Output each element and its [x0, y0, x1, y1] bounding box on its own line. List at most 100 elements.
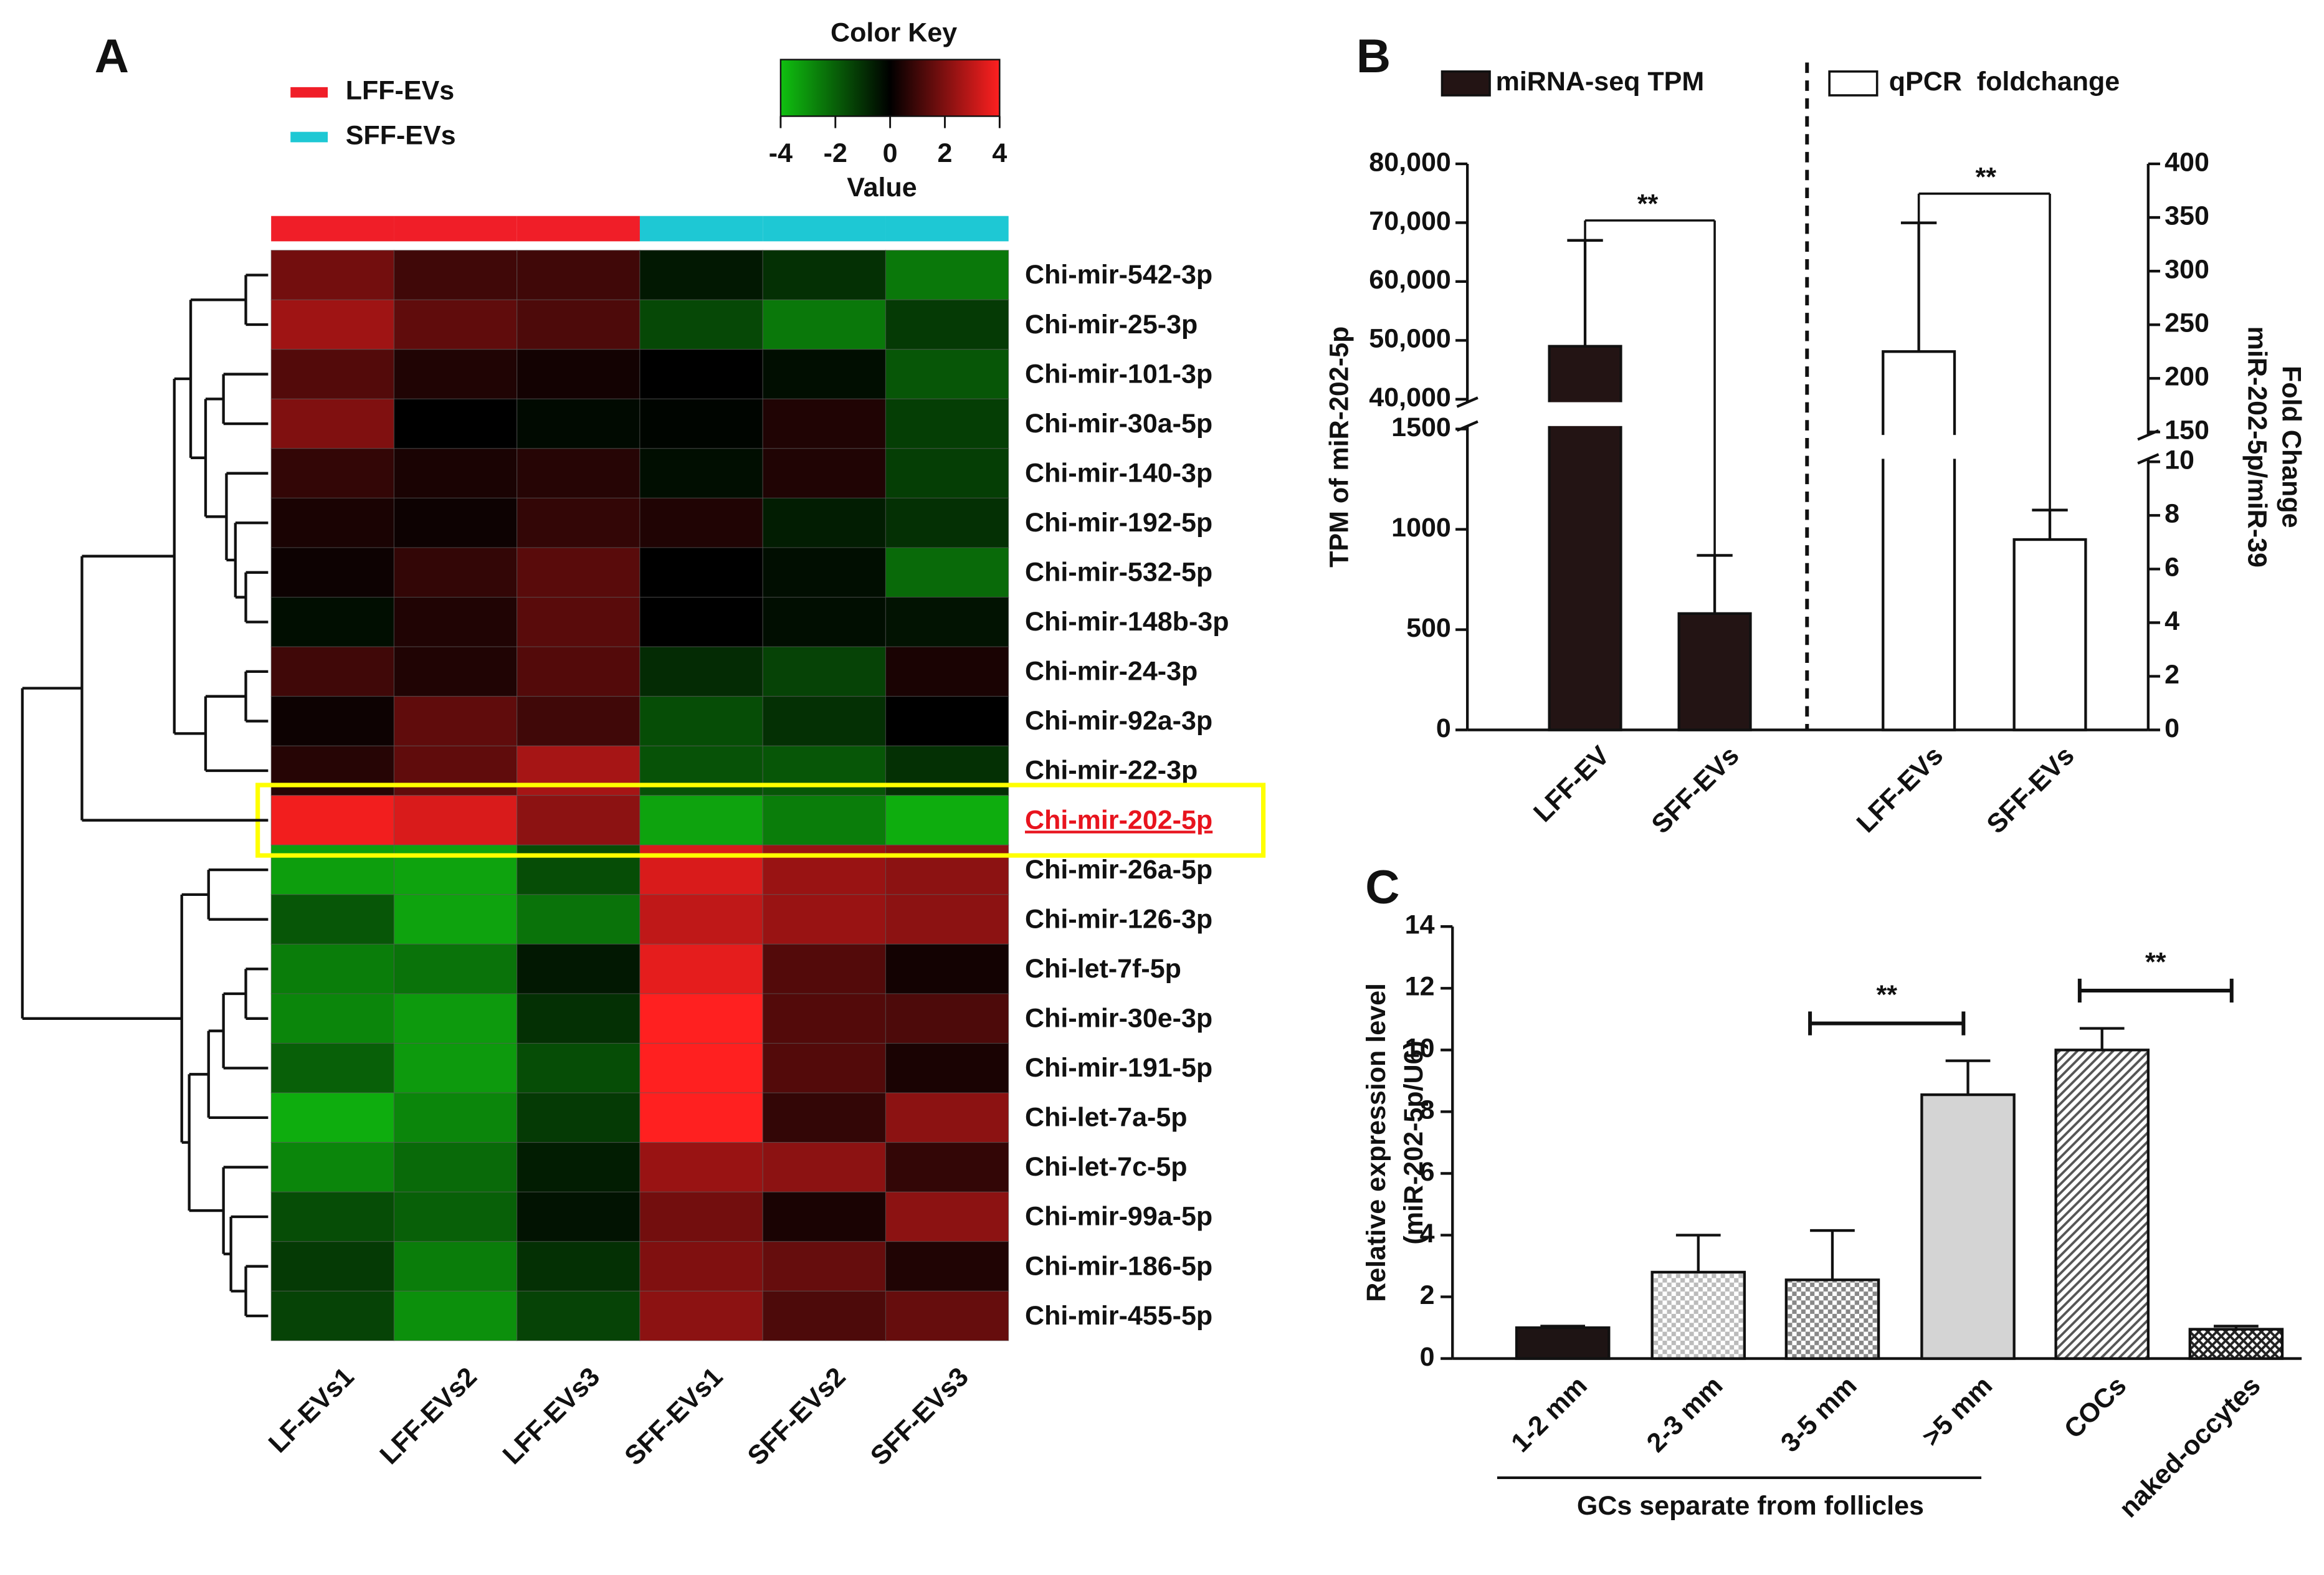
row-label: Chi-mir-140-3p [1025, 458, 1212, 488]
heatmap-cell [517, 696, 641, 746]
colorbar-tick-label: 0 [883, 138, 898, 168]
heatmap-cell [270, 696, 395, 746]
heatmap-cell [885, 299, 1009, 350]
heatmap-cell [270, 1042, 395, 1093]
y-tick-label: 8 [1420, 1095, 1435, 1125]
heatmap-cell [270, 596, 395, 647]
column-group-bar [517, 216, 640, 242]
row-label: Chi-mir-455-5p [1025, 1301, 1212, 1331]
heatmap-cell [270, 1191, 395, 1242]
axis-break [1456, 396, 1479, 408]
bar [1677, 612, 1752, 731]
row-label: Chi-mir-202-5p [1025, 805, 1212, 835]
heatmap-cell [762, 795, 887, 845]
heatmap-cell [762, 547, 887, 598]
heatmap-cell [270, 497, 395, 548]
y-tick-label: 2 [1420, 1280, 1435, 1310]
column-group-bar [639, 216, 763, 242]
x-tick-label: LFF-EVs [1851, 741, 1949, 839]
y-tick-label: 0 [1436, 713, 1451, 743]
heatmap-cell [517, 1092, 641, 1143]
heatmap-cell [393, 1290, 518, 1341]
colorbar-label: Value [847, 173, 917, 202]
heatmap-cell [885, 696, 1009, 746]
heatmap-cell [393, 1092, 518, 1143]
y2-tick-label: 0 [2164, 713, 2179, 743]
y-tick-label: 80,000 [1369, 147, 1451, 177]
row-label: Chi-mir-26a-5p [1025, 855, 1212, 885]
heatmap-cell [393, 1042, 518, 1093]
y-tick-label: 500 [1406, 613, 1451, 643]
heatmap-cell [762, 250, 887, 300]
heatmap-cell [517, 1142, 641, 1192]
row-label: Chi-mir-532-5p [1025, 558, 1212, 588]
y2-tick-label: 2 [2164, 660, 2179, 690]
heatmap-cell [885, 646, 1009, 697]
y-tick-label: 6 [1420, 1157, 1435, 1187]
heatmap-cell [270, 1241, 395, 1292]
row-label: Chi-let-7c-5p [1025, 1152, 1188, 1182]
column-label: LFF-EVs3 [497, 1362, 606, 1470]
row-label: Chi-mir-186-5p [1025, 1251, 1212, 1281]
column-label: SFF-EVs3 [865, 1362, 974, 1472]
heatmap-cell [639, 844, 763, 895]
y-axis-label: (miR-202-5p/U6) [1399, 1040, 1429, 1244]
heatmap-cell [885, 1241, 1009, 1292]
heatmap-cell [639, 1290, 763, 1341]
heatmap-cell [885, 943, 1009, 994]
heatmap-cell [639, 993, 763, 1044]
colorbar-tick-label: -2 [824, 138, 847, 168]
heatmap-cell [393, 993, 518, 1044]
heatmap-cell [885, 547, 1009, 598]
y2-tick-label: 300 [2164, 255, 2209, 285]
heatmap-cell [517, 844, 641, 895]
column-label: LFF-EVs2 [374, 1362, 483, 1470]
panel-label: B [1356, 30, 1391, 83]
heatmap-cell [885, 398, 1009, 449]
heatmap-cell [639, 894, 763, 945]
heatmap-cell [762, 1042, 887, 1093]
heatmap-cell [885, 745, 1009, 796]
legend-label: LFF-EVs [346, 76, 454, 106]
heatmap-cell [270, 398, 395, 449]
heatmap-cell [393, 547, 518, 598]
row-label: Chi-mir-92a-3p [1025, 706, 1212, 736]
heatmap-cell [885, 349, 1009, 399]
heatmap-cell [762, 497, 887, 548]
legend-label: miRNA-seq TPM [1496, 67, 1705, 97]
heatmap-cell [639, 1042, 763, 1093]
legend-swatch [1441, 70, 1491, 97]
heatmap-cell [885, 250, 1009, 300]
heatmap-cell [393, 894, 518, 945]
y-tick-label: 1000 [1391, 513, 1451, 543]
heatmap-cell [517, 1241, 641, 1292]
heatmap-cell [393, 398, 518, 449]
heatmap-cell [270, 795, 395, 845]
legend-label: SFF-EVs [346, 120, 456, 150]
heatmap-cell [517, 1290, 641, 1341]
heatmap-cell [517, 398, 641, 449]
heatmap-cell [639, 349, 763, 399]
heatmap-cell [517, 1042, 641, 1093]
bar [1515, 1326, 1611, 1360]
row-label: Chi-mir-30a-5p [1025, 409, 1212, 439]
heatmap-cell [270, 299, 395, 350]
bar [2054, 1049, 2150, 1360]
heatmap-cell [885, 1092, 1009, 1143]
row-label: Chi-mir-101-3p [1025, 359, 1212, 389]
heatmap-cell [517, 993, 641, 1044]
y2-tick-label: 350 [2164, 201, 2209, 231]
heatmap-cell [885, 1290, 1009, 1341]
heatmap-cell [639, 1092, 763, 1143]
y-tick-label: 1500 [1391, 412, 1451, 442]
heatmap-cell [517, 795, 641, 845]
heatmap-cell [885, 1142, 1009, 1192]
heatmap-cell [517, 497, 641, 548]
heatmap-cell [393, 646, 518, 697]
heatmap-cell [270, 894, 395, 945]
x-tick-label: COCs [2059, 1371, 2132, 1444]
row-label: Chi-mir-148b-3p [1025, 607, 1229, 637]
y2-tick-label: 4 [2164, 606, 2179, 636]
bar [2012, 538, 2087, 731]
bar [1650, 1270, 1746, 1360]
